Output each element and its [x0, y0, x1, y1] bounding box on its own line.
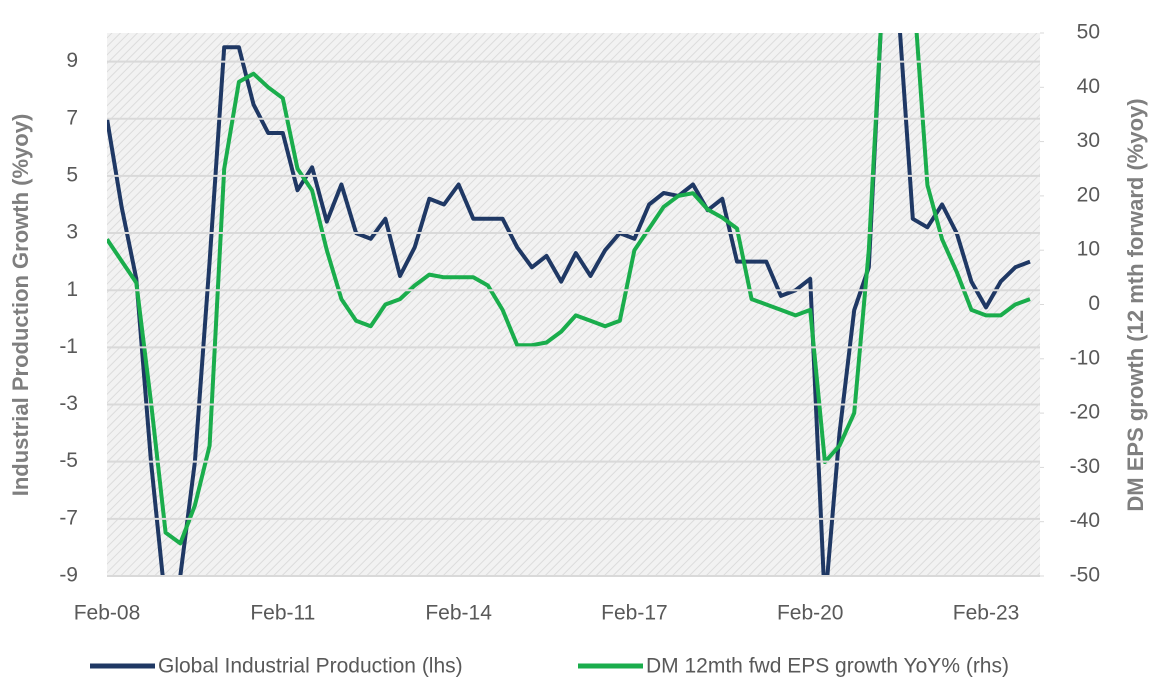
y2-tick-label: -40 — [1070, 509, 1100, 532]
y2-tick-label: 40 — [1077, 75, 1100, 98]
y2-tick-label: -30 — [1070, 455, 1100, 478]
series-line — [107, 33, 1031, 546]
y-tick-label: 5 — [66, 163, 78, 186]
y-tick-label: 1 — [66, 278, 78, 301]
y2-tick-label: -20 — [1070, 401, 1100, 424]
y-tick-label: 3 — [66, 221, 78, 244]
y-tick-label: 7 — [66, 106, 78, 129]
plot-area — [107, 33, 1040, 576]
x-tick-label: Feb-14 — [425, 602, 492, 625]
y2-tick-label: 0 — [1088, 292, 1100, 315]
x-tick-label: Feb-20 — [777, 602, 844, 625]
x-tick-label: Feb-11 — [250, 602, 315, 625]
y2-tick-label: 50 — [1077, 21, 1100, 44]
y-tick-label: -7 — [59, 506, 78, 529]
x-tick-label: Feb-17 — [601, 602, 668, 625]
y2-tick-label: 30 — [1077, 129, 1100, 152]
y2-axis-title: DM EPS growth (12 mth forward (%yoy) — [1123, 98, 1148, 511]
y-tick-label: -5 — [59, 449, 78, 472]
y-tick-label: -3 — [59, 392, 78, 415]
y2-tick-label: 10 — [1077, 238, 1100, 261]
x-tick-label: Feb-23 — [953, 602, 1020, 625]
x-tick-label: Feb-08 — [74, 602, 141, 625]
y2-tick-label: 20 — [1077, 183, 1100, 206]
y-tick-label: -9 — [59, 564, 78, 587]
legend-label: Global Industrial Production (lhs) — [158, 655, 463, 678]
y-tick-label: 9 — [66, 49, 78, 72]
y-tick-label: -1 — [59, 335, 78, 358]
y2-tick-label: -50 — [1070, 564, 1100, 587]
legend-label: DM 12mth fwd EPS growth YoY% (rhs) — [646, 655, 1009, 678]
y-axis-title: Industrial Production Growth (%yoy) — [8, 114, 33, 497]
y2-tick-label: -10 — [1070, 346, 1100, 369]
